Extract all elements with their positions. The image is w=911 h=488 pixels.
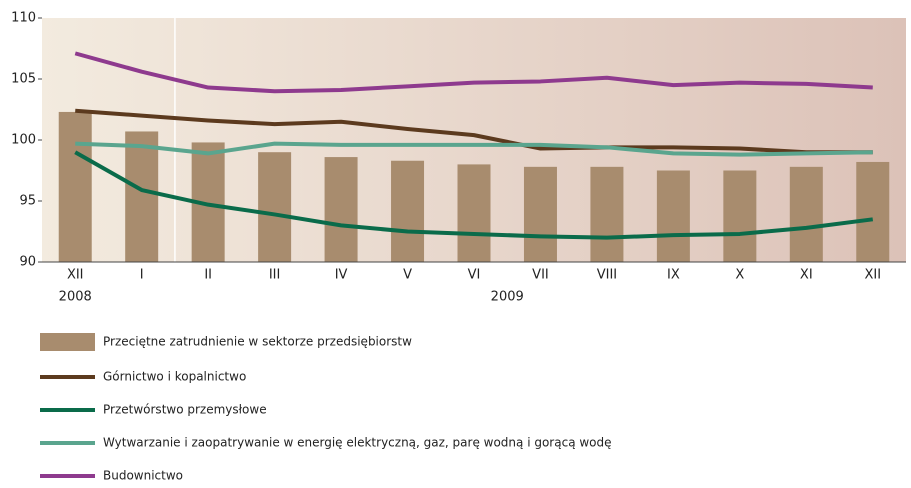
x-tick-label: VIII bbox=[597, 268, 617, 283]
bar bbox=[656, 170, 690, 262]
x-group-label: 2009 bbox=[491, 290, 524, 305]
legend-label: Budownictwo bbox=[103, 469, 183, 483]
x-tick-label: XII bbox=[67, 268, 84, 283]
x-tick-label: I bbox=[140, 268, 144, 283]
y-tick-label: 110 bbox=[11, 11, 36, 26]
bar bbox=[258, 152, 292, 262]
line-series bbox=[75, 108, 873, 155]
bar bbox=[324, 157, 358, 262]
bar bbox=[590, 166, 624, 262]
x-tick-label: XI bbox=[800, 268, 813, 283]
x-tick-label: IX bbox=[667, 268, 680, 283]
x-tick-label: V bbox=[403, 268, 412, 283]
line-series bbox=[74, 51, 873, 94]
legend-label: Wytwarzanie i zaopatrywanie w energię el… bbox=[103, 436, 612, 450]
bar bbox=[58, 111, 92, 262]
bar bbox=[523, 166, 557, 262]
line-series bbox=[75, 141, 873, 157]
y-tick-label: 105 bbox=[11, 72, 36, 87]
y-tick-label: 100 bbox=[11, 133, 36, 148]
legend-label: Przeciętne zatrudnienie w sektorze przed… bbox=[103, 335, 412, 349]
x-tick-label: VI bbox=[468, 268, 481, 283]
x-group-label: 2008 bbox=[59, 290, 92, 305]
x-tick-label: X bbox=[735, 268, 744, 283]
bar bbox=[457, 164, 491, 262]
legend-label: Górnictwo i kopalnictwo bbox=[103, 370, 246, 384]
legend-swatch bbox=[40, 333, 95, 351]
line-series bbox=[74, 150, 874, 240]
y-tick-label: 95 bbox=[19, 194, 36, 209]
x-tick-label: VII bbox=[532, 268, 549, 283]
x-tick-label: XII bbox=[864, 268, 881, 283]
bar bbox=[125, 131, 159, 262]
legend-label: Przetwórstwo przemysłowe bbox=[103, 403, 267, 417]
x-tick-label: III bbox=[269, 268, 281, 283]
bar bbox=[723, 170, 757, 262]
bar bbox=[789, 166, 823, 262]
bar bbox=[391, 160, 425, 262]
x-tick-label: II bbox=[204, 268, 212, 283]
y-tick-label: 90 bbox=[19, 255, 36, 270]
bar bbox=[856, 161, 890, 262]
x-tick-label: IV bbox=[335, 268, 348, 283]
